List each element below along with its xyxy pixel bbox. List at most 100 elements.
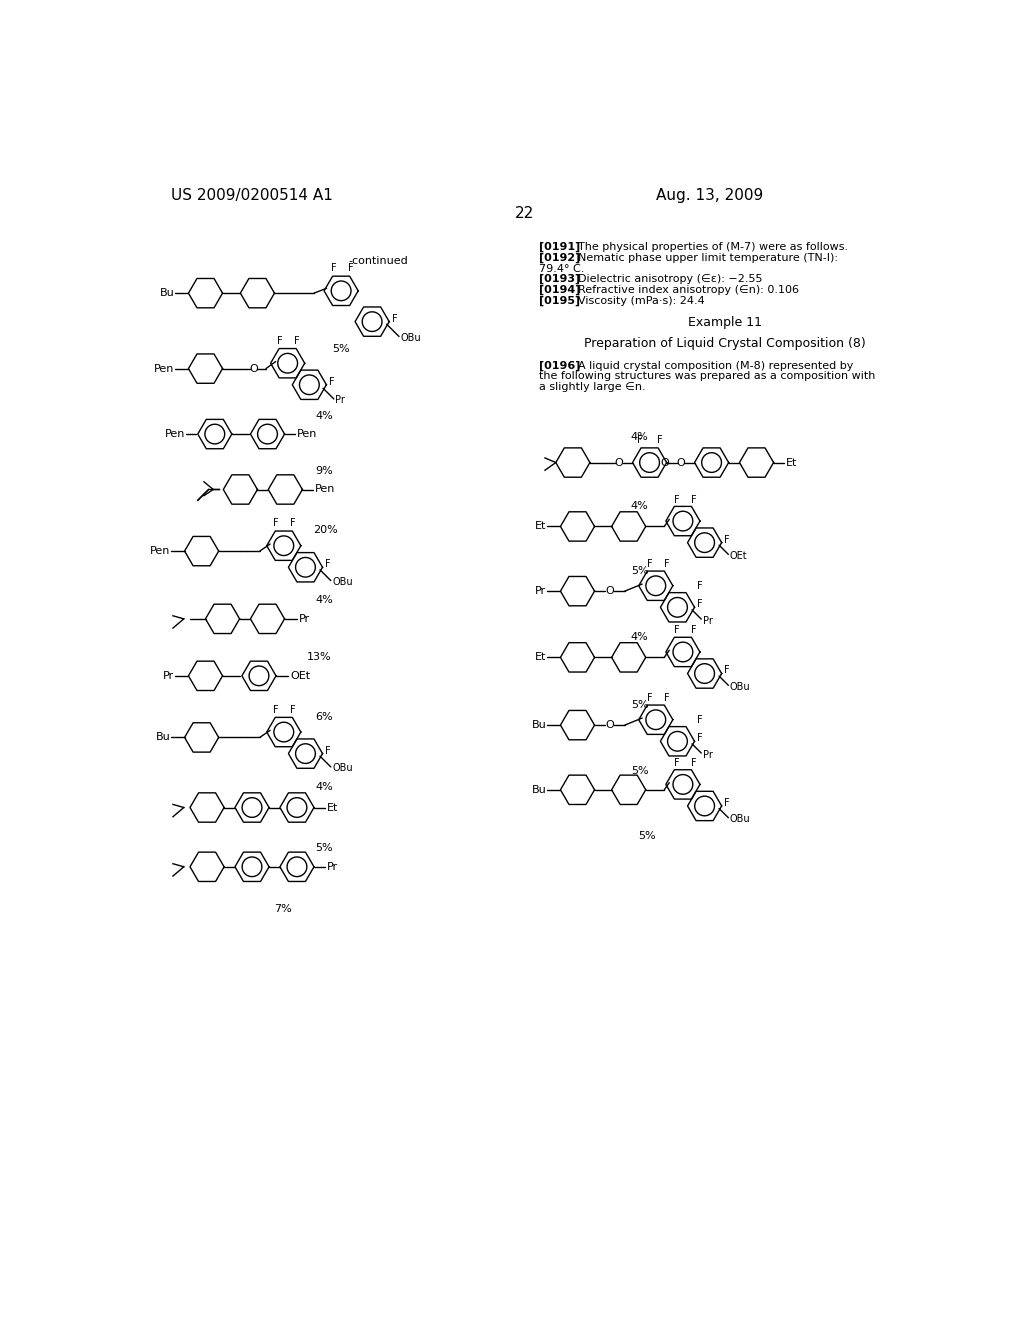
Text: [0191]: [0191] [539, 242, 580, 252]
Text: F: F [294, 335, 300, 346]
Text: F: F [273, 519, 279, 528]
Text: Et: Et [786, 458, 798, 467]
Text: F: F [331, 263, 336, 273]
Text: OEt: OEt [730, 550, 748, 561]
Text: [0194]: [0194] [539, 285, 581, 296]
Text: Aug. 13, 2009: Aug. 13, 2009 [656, 187, 764, 203]
Text: 5%: 5% [631, 766, 648, 776]
Text: O: O [660, 458, 670, 467]
Text: 5%: 5% [631, 566, 648, 576]
Text: F: F [647, 693, 652, 704]
Text: A liquid crystal composition (M-8) represented by: A liquid crystal composition (M-8) repre… [571, 360, 854, 371]
Text: 5%: 5% [315, 842, 333, 853]
Text: F: F [697, 581, 702, 591]
Text: F: F [697, 733, 702, 743]
Text: O: O [249, 363, 258, 374]
Text: Bu: Bu [156, 733, 171, 742]
Text: F: F [347, 263, 353, 273]
Text: Bu: Bu [531, 785, 547, 795]
Text: O: O [614, 458, 623, 467]
Text: O: O [676, 458, 685, 467]
Text: OBu: OBu [730, 814, 751, 824]
Text: -continued: -continued [349, 256, 409, 265]
Text: Pr: Pr [299, 614, 309, 624]
Text: F: F [691, 626, 696, 635]
Text: Refractive index anisotropy (∈n): 0.106: Refractive index anisotropy (∈n): 0.106 [571, 285, 800, 296]
Text: F: F [637, 436, 642, 445]
Text: Pr: Pr [327, 862, 338, 871]
Text: F: F [724, 797, 729, 808]
Text: OBu: OBu [333, 763, 353, 774]
Text: Dielectric anisotropy (∈ε): −2.55: Dielectric anisotropy (∈ε): −2.55 [571, 275, 763, 284]
Text: 20%: 20% [313, 525, 338, 536]
Text: F: F [724, 665, 729, 676]
Text: Example 11: Example 11 [688, 315, 762, 329]
Text: Pen: Pen [155, 363, 174, 374]
Text: Et: Et [536, 652, 547, 663]
Text: Et: Et [536, 521, 547, 532]
Text: F: F [674, 758, 680, 768]
Text: F: F [329, 376, 335, 387]
Text: 4%: 4% [315, 411, 333, 421]
Text: 22: 22 [515, 206, 535, 222]
Text: [0192]: [0192] [539, 252, 580, 263]
Text: Nematic phase upper limit temperature (TN-I):: Nematic phase upper limit temperature (T… [571, 252, 839, 263]
Text: F: F [273, 705, 279, 714]
Text: The physical properties of (M-7) were as follows.: The physical properties of (M-7) were as… [571, 242, 849, 252]
Text: F: F [325, 560, 331, 569]
Text: OEt: OEt [290, 671, 310, 681]
Text: F: F [697, 714, 702, 725]
Text: F: F [691, 758, 696, 768]
Text: OBu: OBu [333, 577, 353, 587]
Text: F: F [647, 560, 652, 569]
Text: Pen: Pen [297, 429, 317, 440]
Text: F: F [290, 519, 296, 528]
Text: 5%: 5% [638, 832, 656, 841]
Text: Viscosity (mPa·s): 24.4: Viscosity (mPa·s): 24.4 [571, 296, 706, 306]
Text: Bu: Bu [531, 721, 547, 730]
Text: Preparation of Liquid Crystal Composition (8): Preparation of Liquid Crystal Compositio… [584, 338, 865, 351]
Text: 13%: 13% [307, 652, 332, 661]
Text: [0196]: [0196] [539, 360, 581, 371]
Text: 5%: 5% [333, 345, 350, 354]
Text: OBu: OBu [400, 333, 421, 343]
Text: 4%: 4% [631, 432, 648, 442]
Text: Pr: Pr [702, 750, 713, 759]
Text: F: F [392, 314, 398, 323]
Text: F: F [724, 535, 729, 545]
Text: Pr: Pr [702, 615, 713, 626]
Text: 7%: 7% [274, 904, 292, 915]
Text: 4%: 4% [315, 595, 333, 606]
Text: 4%: 4% [631, 502, 648, 511]
Text: 9%: 9% [315, 466, 333, 477]
Text: F: F [656, 436, 663, 445]
Text: O: O [605, 721, 613, 730]
Text: 4%: 4% [315, 783, 333, 792]
Text: 4%: 4% [631, 632, 648, 643]
Text: F: F [664, 560, 670, 569]
Text: F: F [697, 599, 702, 610]
Text: Et: Et [327, 803, 338, 813]
Text: [0195]: [0195] [539, 296, 580, 306]
Text: Pen: Pen [314, 484, 335, 495]
Text: 79.4° C.: 79.4° C. [539, 264, 584, 273]
Text: Pen: Pen [165, 429, 185, 440]
Text: US 2009/0200514 A1: US 2009/0200514 A1 [171, 187, 333, 203]
Text: [0193]: [0193] [539, 275, 580, 284]
Text: Bu: Bu [160, 288, 174, 298]
Text: Pr: Pr [336, 396, 345, 405]
Text: F: F [674, 495, 680, 504]
Text: F: F [325, 746, 331, 755]
Text: F: F [674, 626, 680, 635]
Text: F: F [290, 705, 296, 714]
Text: F: F [278, 335, 283, 346]
Text: Pr: Pr [536, 586, 547, 597]
Text: Pen: Pen [151, 546, 171, 556]
Text: Pr: Pr [164, 671, 174, 681]
Text: O: O [605, 586, 613, 597]
Text: F: F [664, 693, 670, 704]
Text: 6%: 6% [315, 713, 333, 722]
Text: OBu: OBu [730, 682, 751, 692]
Text: a slightly large ∈n.: a slightly large ∈n. [539, 381, 645, 392]
Text: 5%: 5% [631, 700, 648, 710]
